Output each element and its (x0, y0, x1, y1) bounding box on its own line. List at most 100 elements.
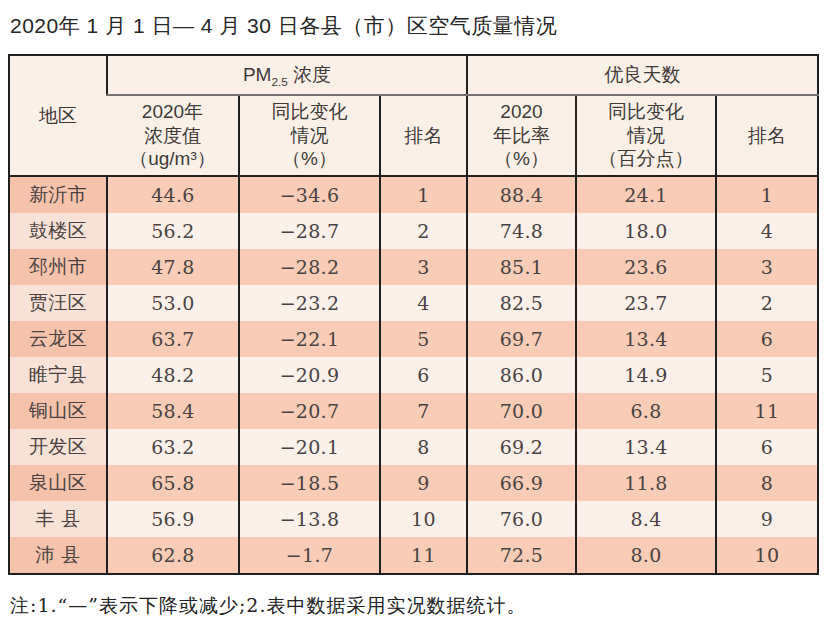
table-body: 新沂市 44.6 −34.6 1 88.4 24.1 1 鼓楼区 56.2 −2… (9, 176, 818, 574)
cell-good-rate: 69.7 (467, 321, 576, 357)
cell-pm-change: −20.9 (239, 357, 380, 393)
cell-good-change: 23.7 (576, 285, 716, 321)
column-group-good-days: 优良天数 (467, 55, 818, 95)
cell-pm-value: 44.6 (107, 176, 239, 213)
cell-good-rate: 72.5 (467, 537, 576, 574)
cell-good-rank: 2 (716, 285, 818, 321)
table-row: 云龙区 63.7 −22.1 5 69.7 13.4 6 (9, 321, 818, 357)
cell-good-change: 13.4 (576, 429, 716, 465)
air-quality-table: 地区 PM2.5 浓度 优良天数 2020年 浓度值 （ug/m³） 同比变化 … (8, 54, 819, 575)
cell-good-change: 13.4 (576, 321, 716, 357)
cell-pm-rank: 6 (380, 357, 467, 393)
cell-good-rate: 86.0 (467, 357, 576, 393)
cell-pm-change: −34.6 (239, 176, 380, 213)
cell-pm-change: −22.1 (239, 321, 380, 357)
table-row: 铜山区 58.4 −20.7 7 70.0 6.8 11 (9, 393, 818, 429)
cell-pm-change: −18.5 (239, 465, 380, 501)
table-row: 邳州市 47.8 −28.2 3 85.1 23.6 3 (9, 249, 818, 285)
cell-pm-rank: 4 (380, 285, 467, 321)
cell-region: 睢宁县 (9, 357, 107, 393)
cell-pm-change: −13.8 (239, 501, 380, 537)
cell-pm-rank: 10 (380, 501, 467, 537)
cell-pm-rank: 8 (380, 429, 467, 465)
cell-good-change: 8.4 (576, 501, 716, 537)
cell-pm-rank: 5 (380, 321, 467, 357)
cell-good-change: 23.6 (576, 249, 716, 285)
column-header-pm-value: 2020年 浓度值 （ug/m³） (107, 95, 239, 176)
cell-pm-value: 63.7 (107, 321, 239, 357)
cell-pm-change: −20.1 (239, 429, 380, 465)
table-header: 地区 PM2.5 浓度 优良天数 2020年 浓度值 （ug/m³） 同比变化 … (9, 55, 818, 176)
cell-good-change: 14.9 (576, 357, 716, 393)
cell-good-rank: 11 (716, 393, 818, 429)
cell-pm-rank: 7 (380, 393, 467, 429)
cell-good-rate: 70.0 (467, 393, 576, 429)
header-group-row: 地区 PM2.5 浓度 优良天数 (9, 55, 818, 95)
cell-pm-value: 48.2 (107, 357, 239, 393)
cell-good-rate: 82.5 (467, 285, 576, 321)
cell-pm-rank: 11 (380, 537, 467, 574)
cell-good-rank: 5 (716, 357, 818, 393)
footnote: 注:1.“—”表示下降或减少;2.表中数据采用实况数据统计。 (10, 593, 825, 619)
cell-good-rank: 6 (716, 429, 818, 465)
column-header-good-change: 同比变化 情况 （百分点） (576, 95, 716, 176)
cell-pm-value: 47.8 (107, 249, 239, 285)
cell-good-rank: 3 (716, 249, 818, 285)
table-row: 丰 县 56.9 −13.8 10 76.0 8.4 9 (9, 501, 818, 537)
cell-good-rank: 8 (716, 465, 818, 501)
column-header-pm-rank: 排名 (380, 95, 467, 176)
column-header-good-rate: 2020 年比率 （%） (467, 95, 576, 176)
cell-pm-value: 63.2 (107, 429, 239, 465)
cell-pm-value: 56.9 (107, 501, 239, 537)
page-title: 2020年 1 月 1 日— 4 月 30 日各县（市）区空气质量情况 (10, 12, 825, 40)
cell-good-rate: 85.1 (467, 249, 576, 285)
column-header-region: 地区 (9, 55, 107, 176)
cell-good-change: 8.0 (576, 537, 716, 574)
cell-good-rank: 9 (716, 501, 818, 537)
cell-pm-value: 58.4 (107, 393, 239, 429)
column-header-good-rank: 排名 (716, 95, 818, 176)
column-header-pm-change: 同比变化 情况 （%） (239, 95, 380, 176)
cell-region: 铜山区 (9, 393, 107, 429)
cell-region: 邳州市 (9, 249, 107, 285)
cell-good-change: 6.8 (576, 393, 716, 429)
table-row: 新沂市 44.6 −34.6 1 88.4 24.1 1 (9, 176, 818, 213)
cell-good-change: 18.0 (576, 213, 716, 249)
table-row: 泉山区 65.8 −18.5 9 66.9 11.8 8 (9, 465, 818, 501)
page: 2020年 1 月 1 日— 4 月 30 日各县（市）区空气质量情况 地区 P… (0, 0, 825, 620)
cell-good-change: 24.1 (576, 176, 716, 213)
table-row: 开发区 63.2 −20.1 8 69.2 13.4 6 (9, 429, 818, 465)
cell-pm-value: 56.2 (107, 213, 239, 249)
cell-good-rate: 69.2 (467, 429, 576, 465)
cell-pm-rank: 3 (380, 249, 467, 285)
column-group-pm25: PM2.5 浓度 (107, 55, 467, 95)
cell-good-rank: 6 (716, 321, 818, 357)
cell-region: 贾汪区 (9, 285, 107, 321)
table-row: 沛 县 62.8 −1.7 11 72.5 8.0 10 (9, 537, 818, 574)
cell-good-rate: 76.0 (467, 501, 576, 537)
cell-pm-rank: 1 (380, 176, 467, 213)
cell-region: 鼓楼区 (9, 213, 107, 249)
cell-good-rate: 88.4 (467, 176, 576, 213)
cell-pm-value: 62.8 (107, 537, 239, 574)
cell-pm-rank: 9 (380, 465, 467, 501)
cell-region: 沛 县 (9, 537, 107, 574)
cell-good-rank: 10 (716, 537, 818, 574)
pm25-label-suffix: 浓度 (288, 64, 331, 85)
cell-good-rate: 74.8 (467, 213, 576, 249)
cell-pm-change: −20.7 (239, 393, 380, 429)
cell-good-rank: 1 (716, 176, 818, 213)
cell-good-rate: 66.9 (467, 465, 576, 501)
cell-pm-value: 65.8 (107, 465, 239, 501)
cell-region: 丰 县 (9, 501, 107, 537)
cell-pm-change: −23.2 (239, 285, 380, 321)
table-row: 鼓楼区 56.2 −28.7 2 74.8 18.0 4 (9, 213, 818, 249)
pm25-label-subscript: 2.5 (271, 75, 287, 88)
cell-region: 开发区 (9, 429, 107, 465)
cell-pm-change: −28.7 (239, 213, 380, 249)
table-row: 睢宁县 48.2 −20.9 6 86.0 14.9 5 (9, 357, 818, 393)
table-row: 贾汪区 53.0 −23.2 4 82.5 23.7 2 (9, 285, 818, 321)
cell-good-change: 11.8 (576, 465, 716, 501)
cell-region: 云龙区 (9, 321, 107, 357)
pm25-label-prefix: PM (243, 64, 272, 85)
